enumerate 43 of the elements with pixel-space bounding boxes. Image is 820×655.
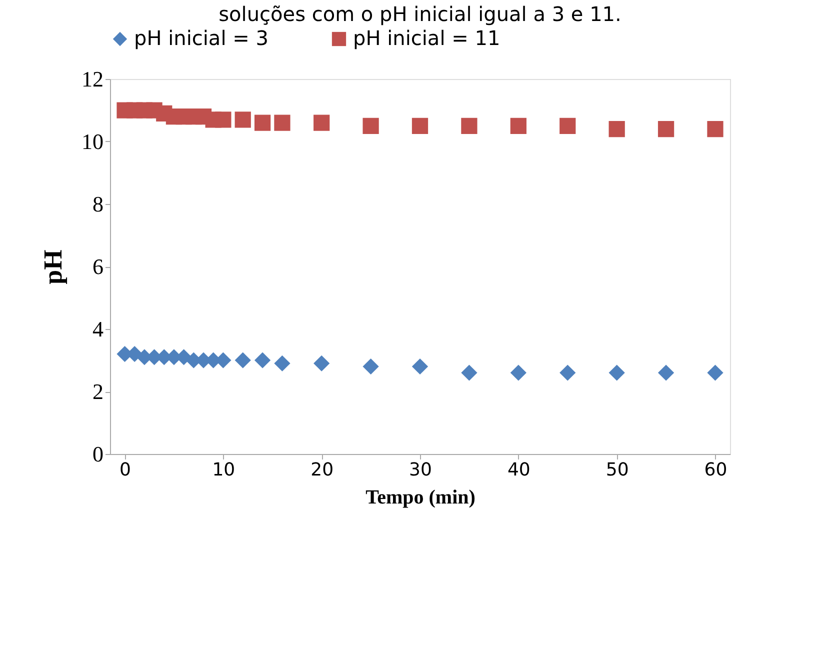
point: [412, 358, 428, 375]
y-axis-title: pH: [38, 250, 68, 284]
x-tick-label: 30: [409, 460, 432, 480]
point: [314, 355, 330, 372]
y-tick-label: 8: [92, 192, 104, 216]
point: [362, 118, 379, 134]
point: [658, 364, 674, 381]
point: [362, 358, 379, 375]
x-tick-label: 40: [507, 460, 530, 480]
x-tick-label: 10: [212, 460, 236, 480]
point: [254, 114, 271, 131]
point: [461, 118, 478, 134]
point: [608, 364, 625, 381]
point: [510, 364, 526, 381]
point: [412, 118, 428, 134]
point: [274, 355, 290, 372]
y-tick-label: 12: [82, 66, 104, 92]
point: [461, 364, 478, 381]
point: [707, 364, 724, 381]
x-tick-label: 60: [704, 460, 728, 480]
point: [234, 352, 251, 368]
point: [560, 364, 576, 381]
y-tick-label: 10: [82, 129, 104, 154]
point: [510, 118, 526, 134]
x-axis-title: Tempo (min): [366, 486, 476, 508]
chart-title: soluções com o pH inicial igual a 3 e 11.: [218, 2, 622, 26]
point: [274, 114, 290, 131]
x-tick-label: 0: [120, 460, 131, 480]
point: [314, 114, 330, 131]
point: [658, 120, 674, 138]
y-tick-label: 6: [92, 254, 104, 279]
point: [707, 120, 724, 138]
point: [608, 120, 625, 138]
legend-label: pH inicial = 11: [353, 26, 500, 50]
point: [234, 112, 251, 128]
y-tick-label: 2: [92, 379, 104, 404]
x-tick-label: 50: [606, 460, 629, 480]
point: [560, 118, 576, 134]
point: [215, 112, 232, 128]
legend-label: pH inicial = 3: [134, 26, 268, 50]
y-tick-label: 4: [92, 316, 104, 342]
x-tick-label: 20: [310, 460, 334, 480]
point: [254, 352, 271, 368]
